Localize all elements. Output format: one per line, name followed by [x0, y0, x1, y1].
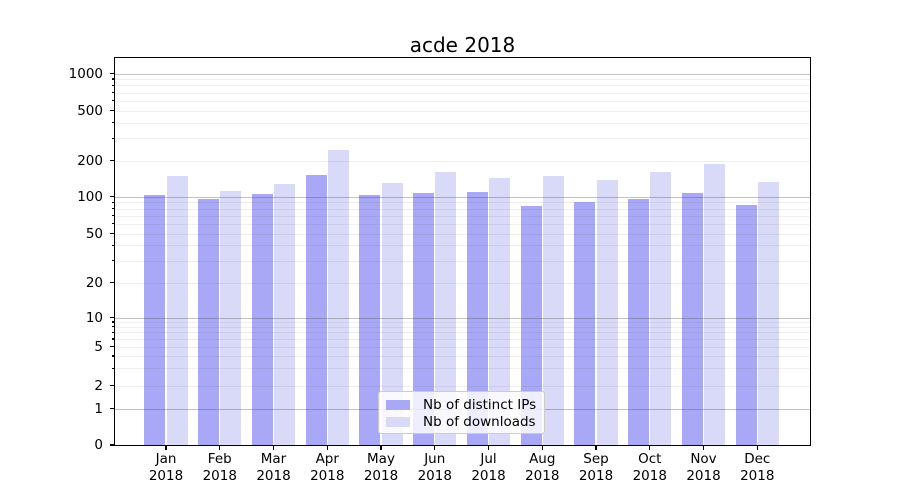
bar-distinct-ips-nov	[681, 193, 703, 445]
x-tick-mark-sep	[595, 446, 597, 450]
x-tick-mark-mar	[272, 446, 275, 450]
y-minortick-mark-200	[112, 159, 115, 162]
bar-distinct-ips-may	[359, 194, 381, 445]
y-minortick-mark-800	[112, 84, 115, 87]
bar-distinct-ips-mar	[251, 194, 273, 445]
y-tick-label-0: 0	[94, 437, 103, 453]
y-tick-label-1000: 1000	[68, 65, 103, 82]
x-tick-mark-nov	[702, 446, 705, 450]
x-tick-mark-oct	[649, 446, 651, 450]
y-minortick-mark-5	[112, 345, 115, 348]
y-minortick-mark-3	[112, 367, 115, 369]
y-minortick-mark-9	[112, 321, 115, 323]
x-tick-label-jan: Jan 2018	[148, 451, 184, 484]
y-minortick-mark-40	[112, 244, 115, 247]
y-minortick-mark-80	[112, 207, 115, 210]
y-minortick-mark-70	[112, 214, 115, 217]
legend: Nb of distinct IPs Nb of downloads	[378, 391, 545, 434]
x-tick-label-aug: Aug 2018	[525, 451, 560, 484]
bar-distinct-ips-jan	[144, 195, 166, 445]
y-tick-mark-1	[110, 407, 115, 410]
bar-downloads-jul	[489, 178, 511, 445]
y-tick-mark-0	[110, 444, 115, 446]
x-tick-label-dec: Dec 2018	[740, 451, 775, 484]
x-tick-mark-apr	[326, 446, 328, 450]
y-tick-mark-1000	[110, 72, 115, 75]
bar-distinct-ips-feb	[198, 199, 220, 445]
bar-downloads-jun	[435, 171, 457, 445]
y-tick-label-1: 1	[94, 400, 103, 417]
y-tick-label-100: 100	[77, 188, 103, 205]
x-tick-mark-jan	[165, 446, 167, 450]
y-minortick-mark-30	[112, 260, 115, 262]
y-minortick-mark-6	[112, 338, 115, 340]
y-minortick-mark-700	[112, 91, 115, 94]
bar-distinct-ips-jul	[466, 191, 488, 445]
legend-label-distinct-ips: Nb of distinct IPs	[423, 396, 537, 413]
bar-downloads-sep	[596, 180, 618, 445]
bar-downloads-nov	[704, 164, 726, 445]
y-minortick-mark-90	[112, 201, 115, 203]
bar-downloads-aug	[542, 176, 564, 445]
legend-swatch-distinct-ips	[386, 399, 410, 410]
bar-downloads-oct	[650, 171, 672, 445]
y-minortick-mark-400	[112, 122, 115, 124]
y-minortick-mark-300	[112, 137, 115, 140]
x-tick-label-may: May 2018	[363, 451, 399, 484]
x-tick-label-oct: Oct 2018	[632, 451, 667, 484]
y-tick-label-10: 10	[85, 309, 103, 326]
y-minortick-mark-900	[112, 78, 115, 80]
y-minortick-mark-4	[112, 355, 115, 357]
bar-distinct-ips-sep	[574, 202, 596, 445]
bar-distinct-ips-aug	[520, 205, 542, 445]
x-tick-label-apr: Apr 2018	[310, 451, 345, 484]
bar-downloads-may	[381, 182, 403, 445]
y-tick-label-500: 500	[77, 102, 103, 119]
legend-item-distinct-ips: Nb of distinct IPs	[386, 396, 537, 413]
x-tick-label-jul: Jul 2018	[471, 451, 506, 484]
y-tick-label-200: 200	[77, 152, 103, 169]
x-tick-mark-aug	[541, 446, 543, 450]
y-minortick-mark-20	[112, 281, 115, 284]
legend-label-downloads: Nb of downloads	[423, 413, 536, 430]
x-tick-label-jun: Jun 2018	[417, 451, 452, 484]
chart-title: acde 2018	[409, 33, 516, 57]
x-tick-mark-jun	[434, 446, 436, 450]
y-tick-label-5: 5	[94, 338, 103, 355]
bar-distinct-ips-jun	[413, 193, 435, 445]
bar-downloads-mar	[274, 184, 296, 445]
y-minortick-mark-60	[112, 223, 115, 225]
bar-downloads-feb	[220, 190, 242, 445]
bars-layer	[115, 58, 810, 445]
y-tick-label-20: 20	[85, 274, 103, 291]
y-minortick-mark-7	[112, 331, 115, 334]
bar-downloads-jan	[166, 175, 188, 445]
x-tick-label-mar: Mar 2018	[256, 451, 291, 484]
bar-distinct-ips-oct	[628, 198, 650, 445]
x-tick-mark-may	[380, 446, 382, 450]
x-tick-label-nov: Nov 2018	[686, 451, 721, 484]
x-tick-mark-dec	[756, 446, 758, 450]
bar-downloads-apr	[327, 150, 349, 445]
x-tick-label-sep: Sep 2018	[578, 451, 614, 484]
y-minortick-mark-50	[112, 232, 115, 235]
x-tick-mark-jul	[487, 446, 490, 450]
y-tick-mark-100	[110, 196, 115, 198]
y-minortick-mark-8	[112, 326, 115, 328]
bar-downloads-dec	[757, 182, 779, 445]
y-minortick-mark-500	[112, 109, 115, 112]
y-tick-label-2: 2	[94, 377, 103, 394]
bar-distinct-ips-dec	[735, 205, 757, 445]
x-tick-mark-feb	[219, 446, 221, 450]
legend-item-downloads: Nb of downloads	[386, 413, 537, 430]
legend-swatch-downloads	[386, 416, 410, 427]
x-tick-label-feb: Feb 2018	[202, 451, 237, 484]
y-tick-label-50: 50	[85, 225, 103, 242]
y-tick-mark-10	[110, 316, 115, 319]
bar-distinct-ips-apr	[305, 174, 327, 445]
y-minortick-mark-600	[112, 100, 115, 102]
plot-area	[115, 58, 810, 445]
y-minortick-mark-2	[112, 384, 115, 387]
